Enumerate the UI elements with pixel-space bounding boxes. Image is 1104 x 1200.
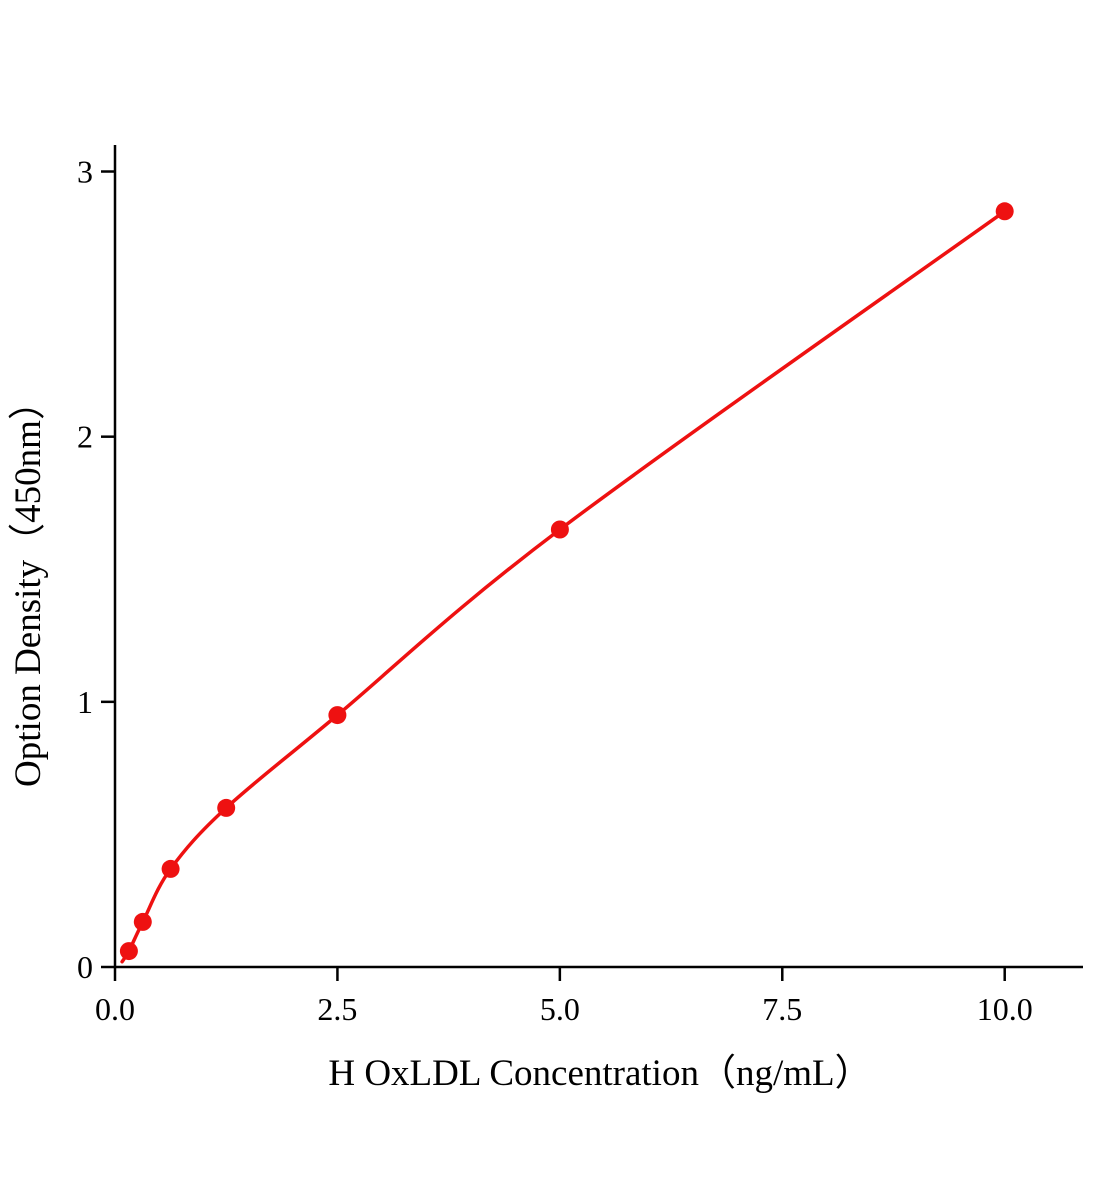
y-axis-title: Option Density（450nm） [8,383,49,787]
x-tick-label: 0.0 [95,991,135,1027]
y-tick-label: 1 [77,684,93,720]
data-point-marker [550,520,569,539]
x-tick-label: 10.0 [977,991,1033,1027]
y-tick-label: 0 [77,949,93,985]
standard-curve-line [120,209,1007,964]
x-tick-label: 7.5 [762,991,802,1027]
x-axis-title: H OxLDL Concentration（ng/mL） [328,1053,871,1094]
x-tick-label: 5.0 [540,991,580,1027]
data-point-marker [133,912,152,931]
data-point-marker [217,798,236,817]
data-point-marker [328,706,347,725]
data-point-marker [119,942,138,961]
y-tick-label: 3 [77,154,93,190]
x-tick-label: 2.5 [317,991,357,1027]
data-point-marker [995,202,1014,221]
y-tick-label: 2 [77,419,93,455]
data-point-marker [161,859,180,878]
